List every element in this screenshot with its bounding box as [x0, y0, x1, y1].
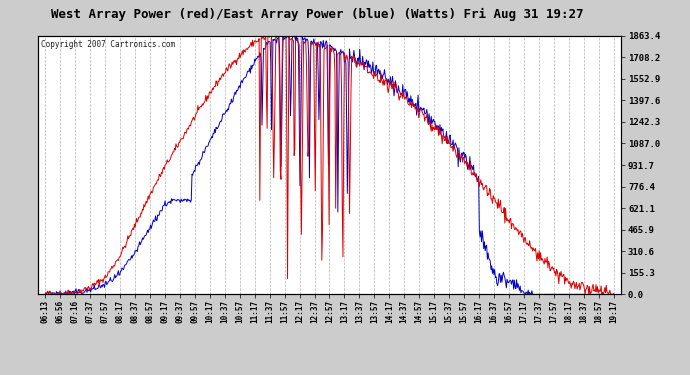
Text: West Array Power (red)/East Array Power (blue) (Watts) Fri Aug 31 19:27: West Array Power (red)/East Array Power … — [51, 8, 584, 21]
Text: Copyright 2007 Cartronics.com: Copyright 2007 Cartronics.com — [41, 39, 175, 48]
